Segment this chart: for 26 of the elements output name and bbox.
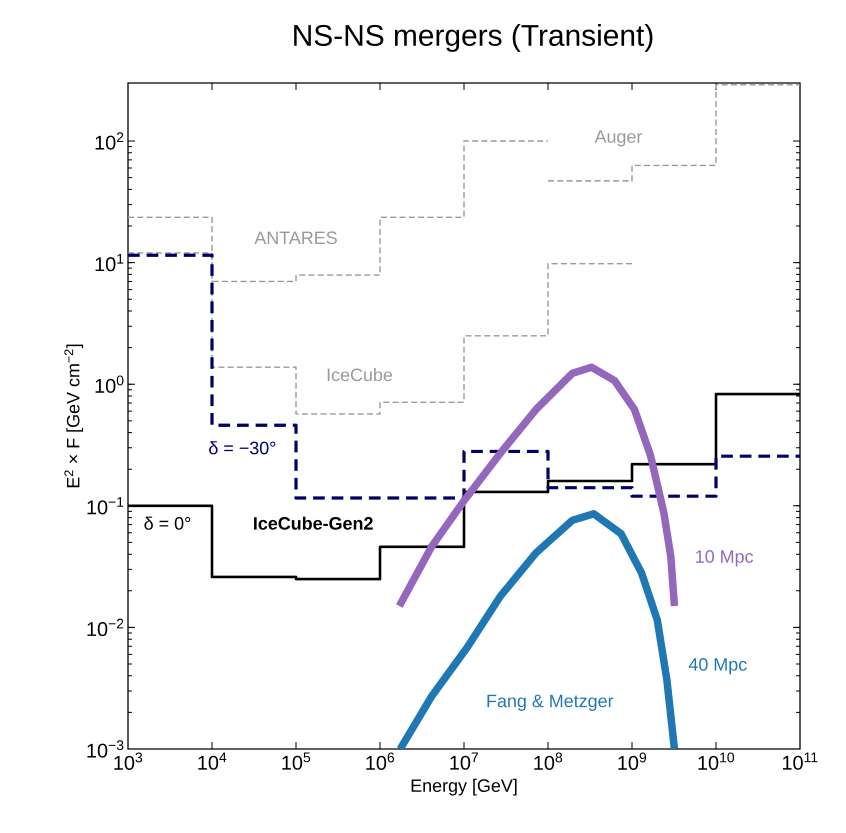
x-tick-label: 10$^{5}$ — [282, 752, 310, 770]
series-label: 40 Mpc — [688, 658, 747, 674]
x-tick-label: 10$^{7}$ — [450, 752, 478, 770]
series-label: IceCube — [328, 368, 392, 382]
y-tick-label: 10$^{2}$ — [96, 132, 124, 150]
y-tick-label: 10$^{−2}$ — [87, 618, 124, 636]
x-tick-label: 10$^{11}$ — [782, 752, 818, 770]
y-axis-title: E$^{2}$ × F [GeV cm$^{−2}$] — [64, 344, 84, 488]
series-label: 10 Mpc — [696, 550, 754, 566]
legend-label: δ = 0° — [144, 516, 190, 530]
series-label: ANTARES — [254, 231, 337, 244]
annotation: IceCube-Gen2 — [254, 516, 373, 530]
x-axis-title: Energy [GeV] — [412, 778, 517, 796]
annotation: Fang & Metzger — [487, 694, 614, 711]
y-tick-label: 10$^{1}$ — [96, 254, 124, 272]
chart-title: NS-NS mergers (Transient) — [294, 24, 652, 52]
x-tick-label: 10$^{4}$ — [198, 752, 226, 770]
x-tick-label: 10$^{6}$ — [366, 752, 394, 770]
series-label: δ = −30° — [209, 441, 276, 454]
y-tick-label: 10$^{−1}$ — [87, 497, 124, 514]
x-tick-label: 10$^{9}$ — [618, 752, 646, 770]
series-label: Auger — [594, 130, 642, 146]
x-tick-label: 10$^{8}$ — [534, 752, 562, 770]
x-tick-label: 10$^{10}$ — [698, 752, 734, 770]
x-tick-label: 10$^{3}$ — [114, 752, 142, 770]
y-tick-label: 10$^{0}$ — [96, 375, 124, 393]
